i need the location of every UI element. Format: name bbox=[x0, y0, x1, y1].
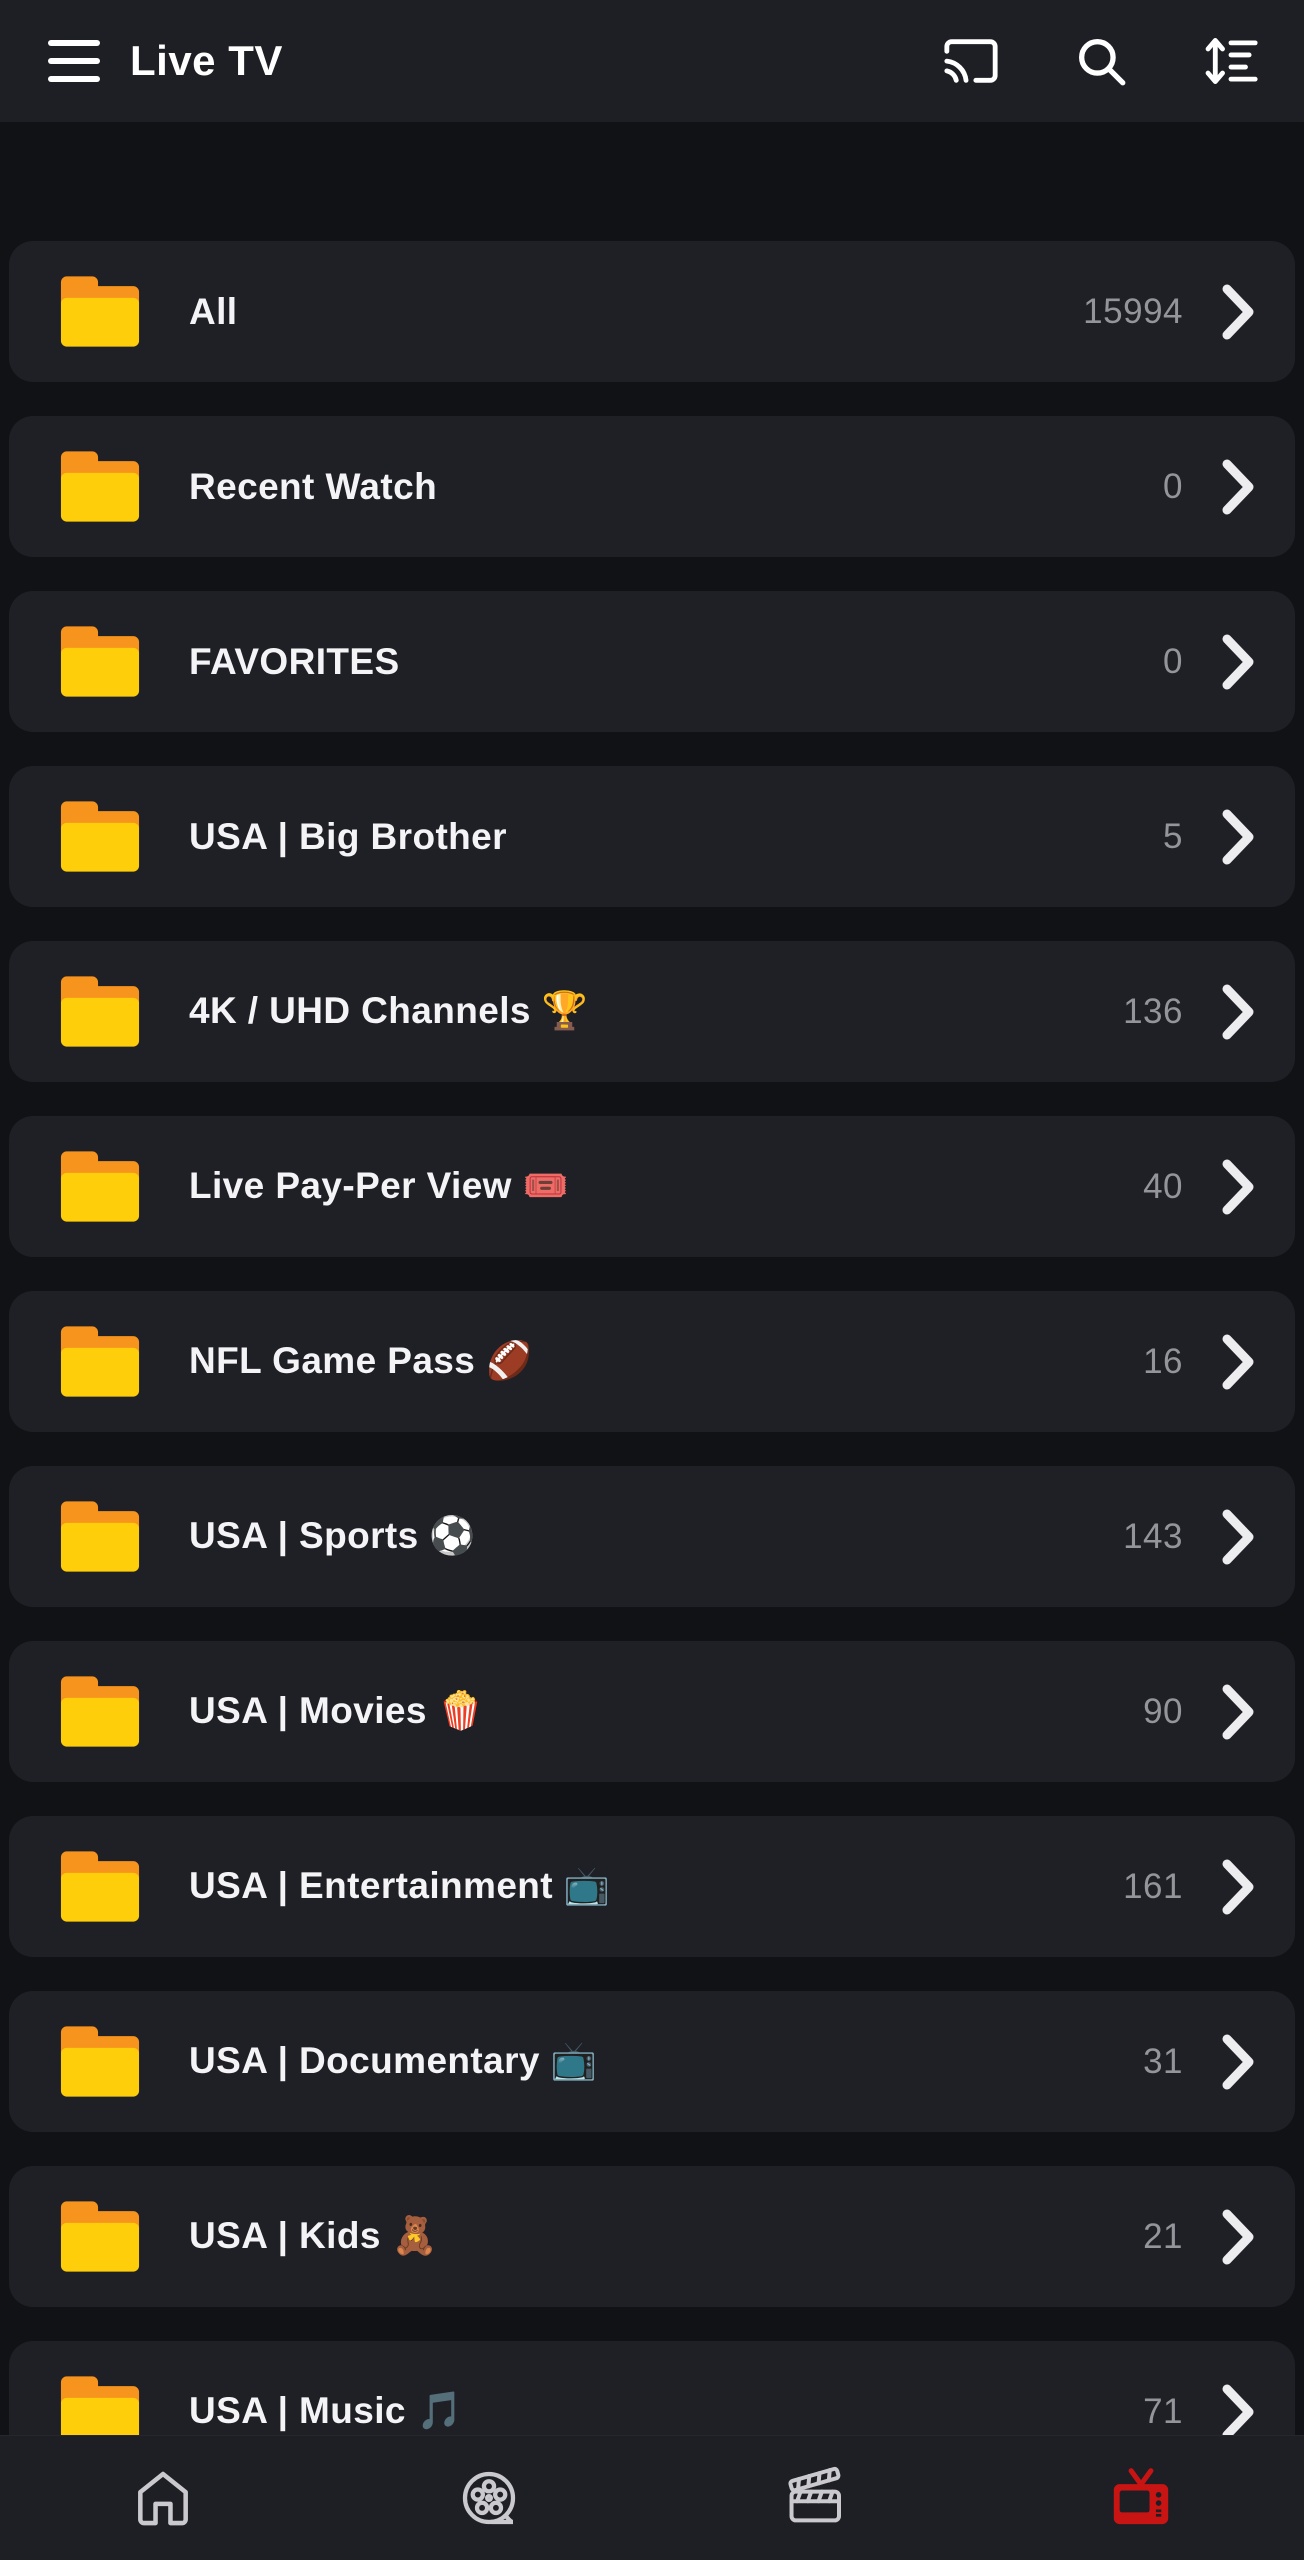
category-row[interactable]: FAVORITES 0 bbox=[9, 591, 1295, 732]
category-row[interactable]: USA | Movies 🍿 90 bbox=[9, 1641, 1295, 1782]
category-count: 136 bbox=[1123, 991, 1183, 1031]
header-actions bbox=[942, 32, 1260, 90]
nav-item-live-tv[interactable] bbox=[978, 2436, 1304, 2560]
category-row[interactable]: USA | Big Brother 5 bbox=[9, 766, 1295, 907]
category-list: All 15994 Recent Watch 0 FAVORITES 0 USA… bbox=[0, 122, 1304, 2560]
category-count: 0 bbox=[1163, 641, 1183, 681]
chevron-right-icon bbox=[1222, 284, 1254, 339]
chevron-right-icon bbox=[1222, 1859, 1254, 1914]
tv-icon bbox=[1113, 2468, 1169, 2525]
folder-icon bbox=[60, 1851, 140, 1922]
category-row[interactable]: Live Pay-Per View 🎟️ 40 bbox=[9, 1116, 1295, 1257]
clapperboard-icon bbox=[788, 2466, 841, 2523]
app-header: Live TV bbox=[0, 0, 1304, 122]
chevron-right-icon bbox=[1222, 2209, 1254, 2264]
category-count: 16 bbox=[1143, 1341, 1183, 1381]
film-reel-icon bbox=[462, 2471, 516, 2525]
category-count: 15994 bbox=[1083, 291, 1183, 331]
chevron-right-icon bbox=[1222, 809, 1254, 864]
folder-icon bbox=[60, 1501, 140, 1572]
category-row[interactable]: All 15994 bbox=[9, 241, 1295, 382]
category-row[interactable]: USA | Sports ⚽ 143 bbox=[9, 1466, 1295, 1607]
chevron-right-icon bbox=[1222, 2384, 1254, 2439]
chevron-right-icon bbox=[1222, 1509, 1254, 1564]
category-label: USA | Movies 🍿 bbox=[189, 1690, 485, 1731]
folder-icon bbox=[60, 451, 140, 522]
folder-icon bbox=[60, 2201, 140, 2272]
category-label: 4K / UHD Channels 🏆 bbox=[189, 990, 589, 1031]
chevron-right-icon bbox=[1222, 984, 1254, 1039]
category-row[interactable]: USA | Kids 🧸 21 bbox=[9, 2166, 1295, 2307]
category-count: 31 bbox=[1143, 2041, 1183, 2081]
chevron-right-icon bbox=[1222, 1159, 1254, 1214]
folder-icon bbox=[60, 1326, 140, 1397]
nav-item-movies[interactable] bbox=[326, 2436, 652, 2560]
search-icon[interactable] bbox=[1072, 32, 1130, 90]
category-row[interactable]: USA | Documentary 📺 31 bbox=[9, 1991, 1295, 2132]
chevron-right-icon bbox=[1222, 1334, 1254, 1389]
menu-icon[interactable] bbox=[48, 40, 100, 82]
category-label: USA | Entertainment 📺 bbox=[189, 1865, 611, 1906]
category-label: USA | Music 🎵 bbox=[189, 2390, 464, 2431]
folder-icon bbox=[60, 1676, 140, 1747]
category-count: 40 bbox=[1143, 1166, 1183, 1206]
category-count: 21 bbox=[1143, 2216, 1183, 2256]
chevron-right-icon bbox=[1222, 2034, 1254, 2089]
category-count: 143 bbox=[1123, 1516, 1183, 1556]
category-label: Recent Watch bbox=[189, 465, 438, 507]
category-label: Live Pay-Per View 🎟️ bbox=[189, 1165, 570, 1206]
category-label: USA | Big Brother bbox=[189, 815, 507, 857]
folder-icon bbox=[60, 276, 140, 347]
folder-icon bbox=[60, 1151, 140, 1222]
folder-icon bbox=[60, 2376, 140, 2447]
category-row[interactable]: USA | Entertainment 📺 161 bbox=[9, 1816, 1295, 1957]
category-count: 90 bbox=[1143, 1691, 1183, 1731]
sort-icon[interactable] bbox=[1202, 32, 1260, 90]
bottom-nav bbox=[0, 2435, 1304, 2560]
category-label: FAVORITES bbox=[189, 640, 400, 682]
nav-item-home[interactable] bbox=[0, 2436, 326, 2560]
category-label: USA | Kids 🧸 bbox=[189, 2215, 438, 2256]
folder-icon bbox=[60, 976, 140, 1047]
page-title: Live TV bbox=[130, 37, 283, 84]
chevron-right-icon bbox=[1222, 634, 1254, 689]
cast-icon[interactable] bbox=[942, 32, 1000, 90]
category-count: 0 bbox=[1163, 466, 1183, 506]
folder-icon bbox=[60, 801, 140, 872]
folder-icon bbox=[60, 2026, 140, 2097]
category-row[interactable]: Recent Watch 0 bbox=[9, 416, 1295, 557]
category-count: 161 bbox=[1123, 1866, 1183, 1906]
category-label: NFL Game Pass 🏈 bbox=[189, 1340, 533, 1381]
home-icon bbox=[138, 2471, 188, 2526]
folder-icon bbox=[60, 626, 140, 697]
nav-item-series[interactable] bbox=[652, 2436, 978, 2560]
category-label: USA | Sports ⚽ bbox=[189, 1515, 476, 1556]
category-row[interactable]: 4K / UHD Channels 🏆 136 bbox=[9, 941, 1295, 1082]
category-count: 5 bbox=[1163, 816, 1183, 856]
chevron-right-icon bbox=[1222, 1684, 1254, 1739]
category-label: All bbox=[189, 290, 238, 332]
category-row[interactable]: NFL Game Pass 🏈 16 bbox=[9, 1291, 1295, 1432]
category-count: 71 bbox=[1143, 2391, 1183, 2431]
chevron-right-icon bbox=[1222, 459, 1254, 514]
category-label: USA | Documentary 📺 bbox=[189, 2040, 598, 2081]
